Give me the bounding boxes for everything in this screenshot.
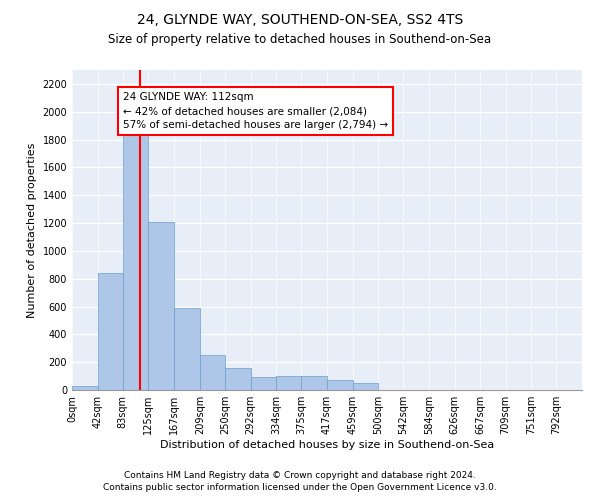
Text: Contains public sector information licensed under the Open Government Licence v3: Contains public sector information licen… (103, 484, 497, 492)
Text: Contains HM Land Registry data © Crown copyright and database right 2024.: Contains HM Land Registry data © Crown c… (124, 471, 476, 480)
Bar (148, 222, 174, 390)
Bar (251, 377, 276, 390)
Bar (174, 308, 200, 390)
Bar (123, 88, 148, 390)
Bar (72, 386, 98, 390)
Y-axis label: Number of detached properties: Number of detached properties (27, 142, 37, 318)
Bar (225, 368, 251, 390)
Bar (98, 273, 123, 390)
Bar (276, 376, 301, 390)
Bar (200, 355, 225, 390)
X-axis label: Distribution of detached houses by size in Southend-on-Sea: Distribution of detached houses by size … (160, 440, 494, 450)
Bar (327, 380, 353, 390)
Bar (301, 376, 327, 390)
Text: Size of property relative to detached houses in Southend-on-Sea: Size of property relative to detached ho… (109, 32, 491, 46)
Text: 24 GLYNDE WAY: 112sqm
← 42% of detached houses are smaller (2,084)
57% of semi-d: 24 GLYNDE WAY: 112sqm ← 42% of detached … (123, 92, 388, 130)
Text: 24, GLYNDE WAY, SOUTHEND-ON-SEA, SS2 4TS: 24, GLYNDE WAY, SOUTHEND-ON-SEA, SS2 4TS (137, 12, 463, 26)
Bar (353, 383, 378, 390)
